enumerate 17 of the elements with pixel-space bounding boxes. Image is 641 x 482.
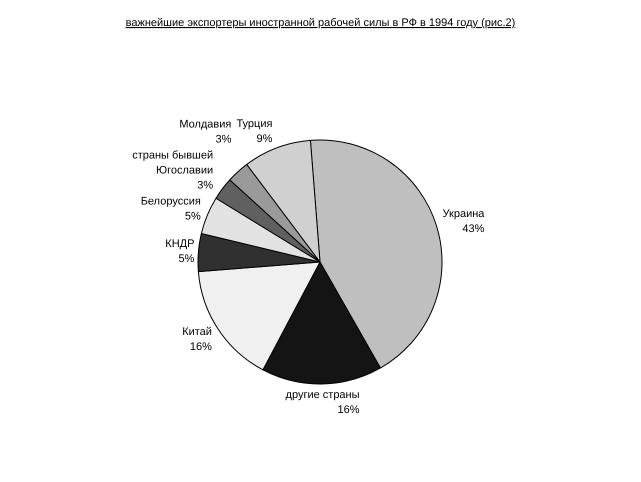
data-label: 16% bbox=[338, 404, 360, 416]
slice-label: Турция bbox=[236, 118, 272, 130]
data-label: 5% bbox=[184, 210, 202, 222]
chart-title: важнейшие экспортеры иностранной рабочей силы в РФ в 1994 году (рис.2) bbox=[126, 17, 516, 29]
data-label: 9% bbox=[256, 133, 273, 146]
slice-label: Китай bbox=[182, 326, 212, 338]
data-label: 3% bbox=[197, 179, 214, 192]
data-label: 43% bbox=[462, 222, 485, 235]
data-label: 16% bbox=[190, 340, 212, 353]
slice-label: страны бывшей Югославии bbox=[132, 149, 214, 176]
slice-label: КНДР bbox=[165, 238, 194, 250]
slice-label: Молдавия bbox=[179, 118, 232, 130]
data-label: 3% bbox=[215, 133, 232, 146]
data-label: 5% bbox=[178, 253, 195, 266]
slice-label: Белоруссия bbox=[140, 195, 201, 208]
slice-label: другие страны bbox=[286, 388, 360, 401]
slice-label: Украина bbox=[442, 208, 486, 220]
